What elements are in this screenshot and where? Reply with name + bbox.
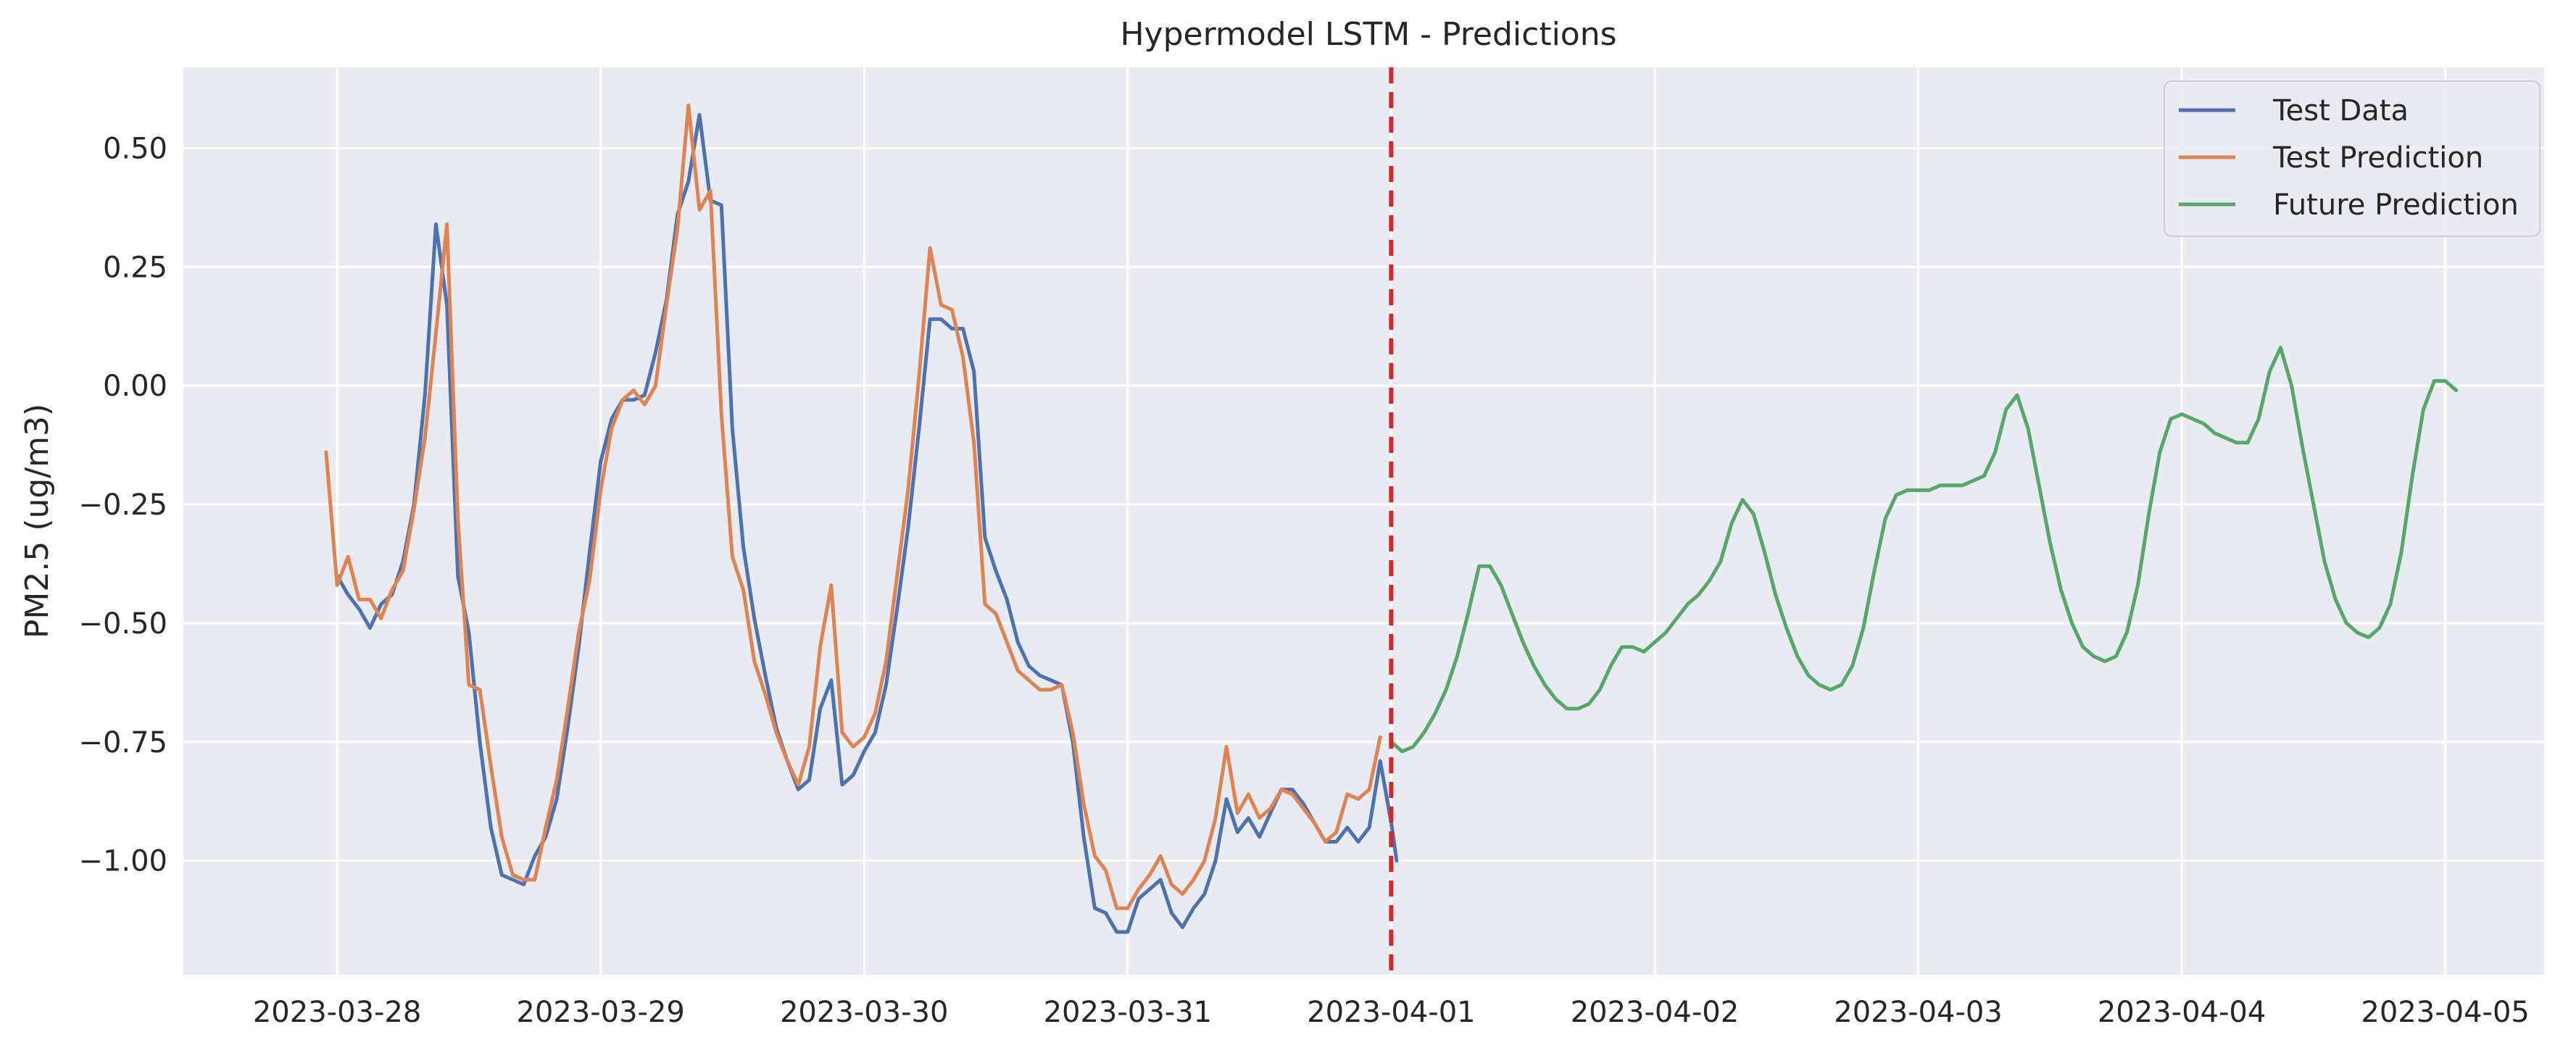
legend-label: Test Prediction [2272, 141, 2483, 175]
y-tick-label: −0.50 [78, 607, 167, 641]
grid [183, 67, 2544, 975]
x-tick-label: 2023-04-01 [1307, 996, 1475, 1029]
series-line-test-prediction [324, 103, 1382, 910]
x-tick-label: 2023-04-04 [2098, 996, 2266, 1029]
legend-label: Future Prediction [2273, 188, 2519, 222]
series-line-future-prediction [1389, 346, 2459, 754]
y-tick-label: −0.75 [78, 726, 167, 759]
y-tick-label: 0.25 [103, 251, 167, 284]
x-tick-label: 2023-04-05 [2361, 996, 2529, 1029]
legend-box [2164, 80, 2540, 237]
x-tick-label: 2023-03-29 [516, 996, 684, 1029]
series-line-test-data [335, 113, 1399, 934]
x-tick-label: 2023-03-30 [780, 996, 948, 1029]
y-tick-label: −0.25 [78, 488, 167, 522]
x-tick-label: 2023-03-28 [253, 996, 421, 1029]
x-tick-label: 2023-04-02 [1571, 996, 1739, 1029]
series-layer [324, 67, 2459, 975]
chart-title: Hypermodel LSTM - Predictions [1120, 16, 1616, 53]
y-tick-label: 0.50 [103, 132, 167, 165]
x-axis: 2023-03-28 2023-03-29 2023-03-30 2023-03-31… [253, 996, 2530, 1029]
y-tick-label: −1.00 [78, 845, 167, 878]
y-axis-label: PM2.5 (ug/m3) [19, 404, 56, 638]
y-axis: 0.50 0.25 0.00 −0.25 −0.50 −0.75 −1.00 [78, 132, 167, 878]
y-tick-label: 0.00 [103, 370, 167, 403]
plot-area [183, 67, 2544, 975]
x-tick-label: 2023-04-03 [1834, 996, 2002, 1029]
legend: Test Data Test Prediction Future Predictio… [2164, 80, 2540, 237]
legend-label: Test Data [2272, 94, 2409, 128]
x-tick-label: 2023-03-31 [1044, 996, 1212, 1029]
